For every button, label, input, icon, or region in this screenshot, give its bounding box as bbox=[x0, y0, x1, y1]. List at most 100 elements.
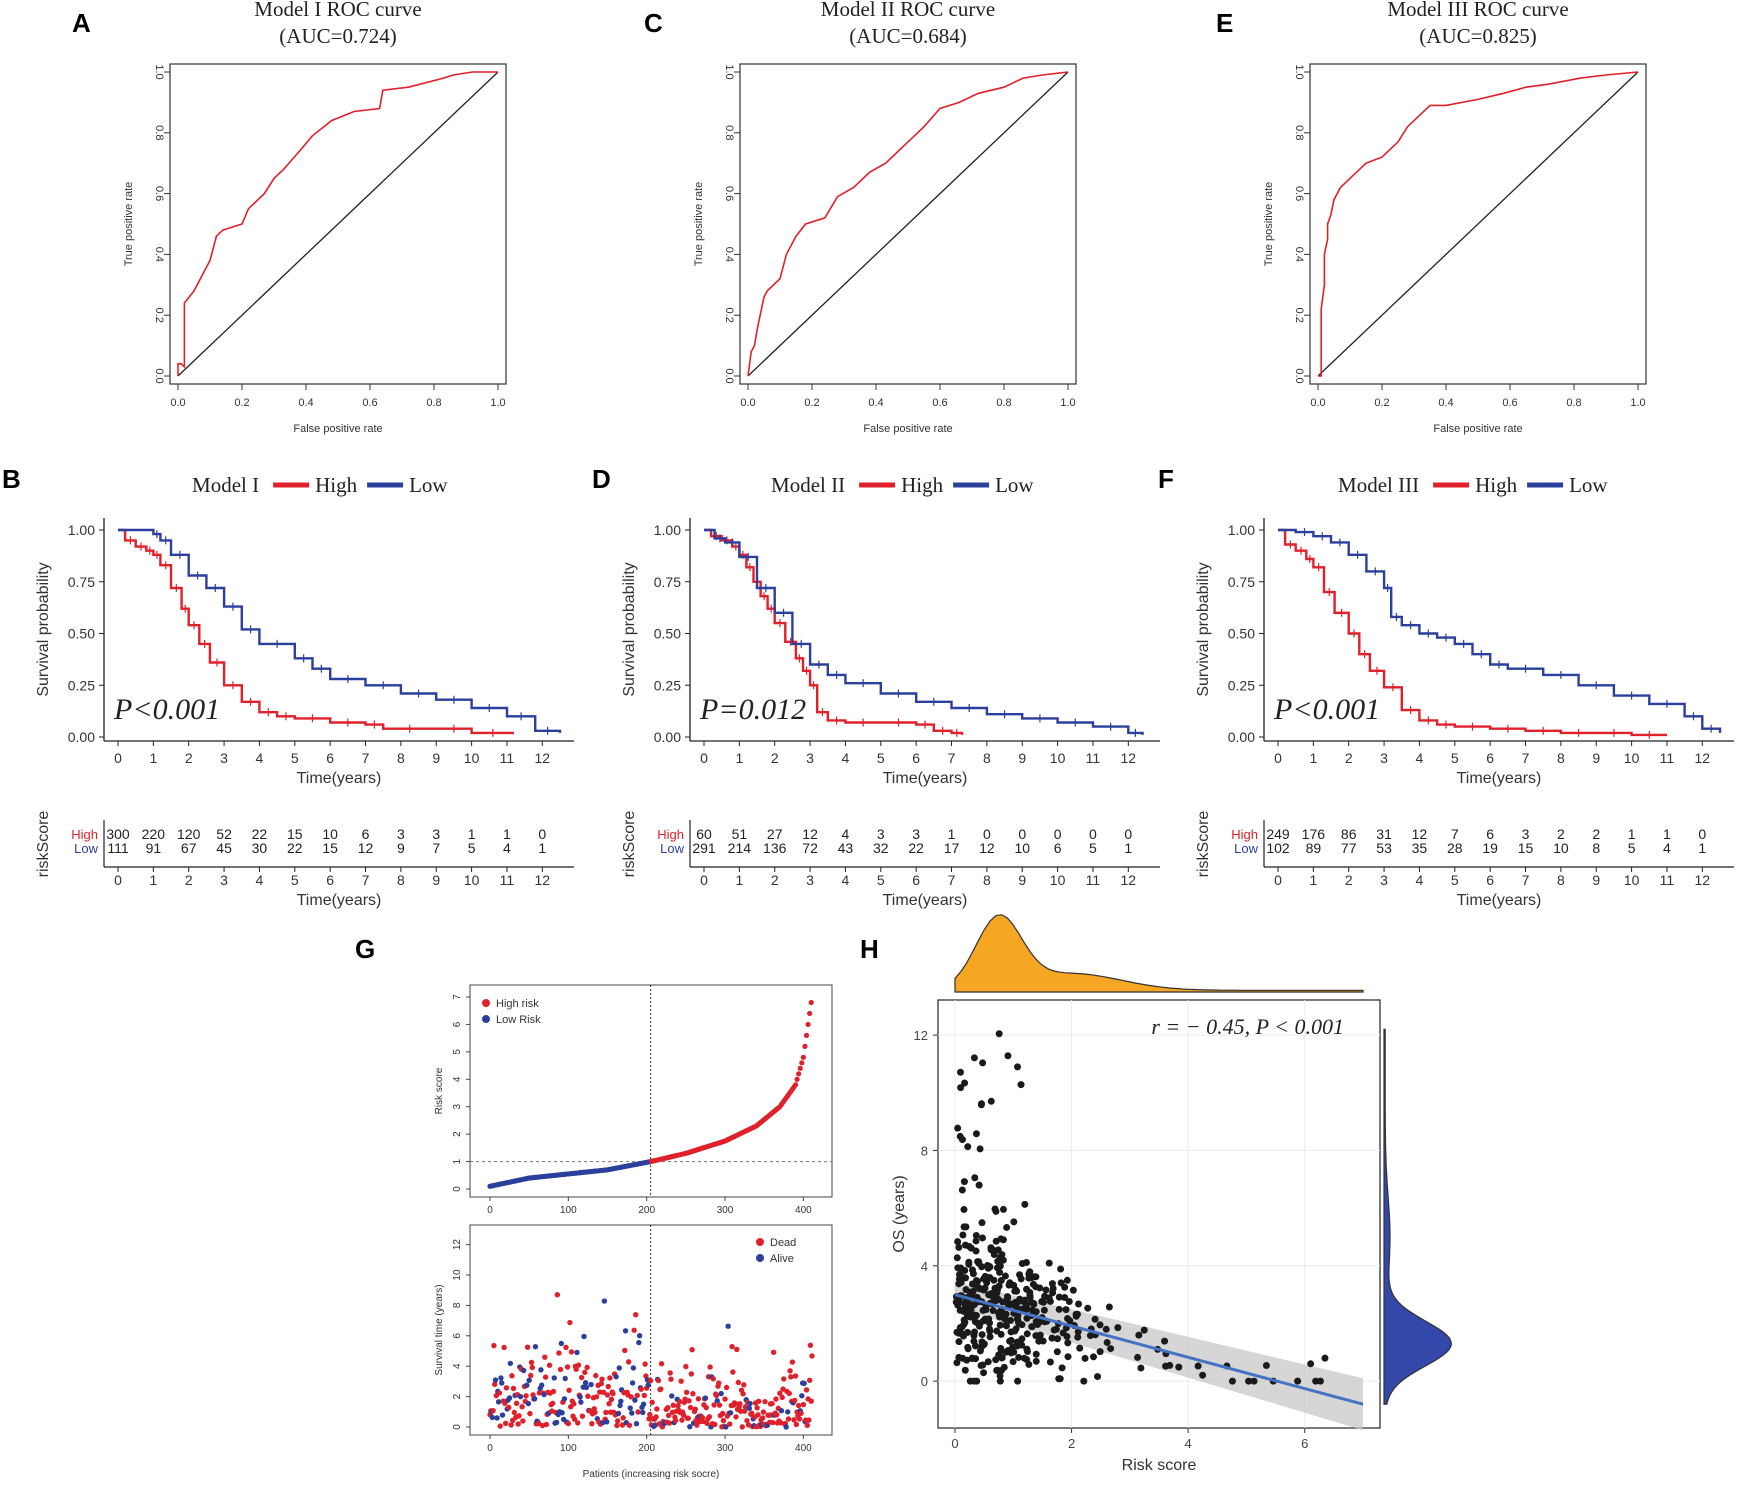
dead-point bbox=[593, 1394, 600, 1400]
risk-x-tick-label: 2 bbox=[771, 872, 779, 888]
legend-label-high: High bbox=[901, 473, 944, 497]
legend-dot-low-risk bbox=[482, 1015, 490, 1023]
p-value-annotation: P=0.012 bbox=[699, 693, 806, 726]
dead-point bbox=[740, 1391, 746, 1397]
correlation-panel-h: 0 2 4 6 0 4 8 12 Risk score OS (years) r = − 0.45,… bbox=[891, 914, 1453, 1474]
x-tick-label: 10 bbox=[1624, 750, 1640, 766]
risk-x-tick-label: 10 bbox=[1624, 872, 1640, 888]
data-point bbox=[1036, 1284, 1044, 1292]
x-tick-label: 4 bbox=[1185, 1436, 1192, 1451]
data-point bbox=[962, 1223, 970, 1231]
data-point bbox=[1096, 1348, 1104, 1356]
data-point bbox=[1080, 1377, 1088, 1385]
data-point bbox=[1057, 1265, 1065, 1273]
risk-count: 1 bbox=[948, 826, 956, 842]
dead-point bbox=[710, 1376, 716, 1382]
data-point bbox=[1135, 1331, 1143, 1339]
dead-point bbox=[788, 1374, 794, 1380]
x-tick-label: 0.0 bbox=[1310, 397, 1325, 409]
dead-point bbox=[719, 1410, 726, 1417]
risk-x-tick-label: 11 bbox=[500, 872, 515, 888]
alive-point bbox=[494, 1415, 500, 1421]
dead-point bbox=[786, 1390, 792, 1397]
y-tick-label: 0.8 bbox=[1293, 125, 1305, 140]
alive-point bbox=[499, 1380, 505, 1386]
risk-group-low: Low bbox=[74, 841, 98, 856]
alive-point bbox=[532, 1343, 539, 1350]
dead-point bbox=[529, 1364, 536, 1371]
data-point bbox=[1025, 1274, 1033, 1282]
dead-point bbox=[658, 1361, 665, 1367]
x-tick-label: 6 bbox=[1301, 1436, 1308, 1451]
risk-x-tick-label: 4 bbox=[842, 872, 850, 888]
alive-point bbox=[640, 1409, 646, 1416]
dead-point bbox=[596, 1389, 603, 1395]
dead-point bbox=[606, 1400, 612, 1407]
x-tick-label: 1.0 bbox=[1630, 397, 1645, 409]
legend-title: Model I bbox=[192, 473, 259, 497]
data-point bbox=[1250, 1377, 1258, 1385]
alive-point bbox=[588, 1381, 594, 1388]
data-point bbox=[960, 1307, 968, 1315]
data-point bbox=[1073, 1310, 1081, 1318]
dead-point bbox=[735, 1379, 742, 1386]
y-axis-label: True positive rate bbox=[123, 182, 135, 267]
risk-count: 28 bbox=[1447, 840, 1463, 856]
risk-x-tick-label: 3 bbox=[220, 872, 228, 888]
dead-point bbox=[654, 1406, 660, 1412]
risk-x-tick-label: 10 bbox=[464, 872, 480, 888]
data-point bbox=[1055, 1293, 1063, 1301]
alive-point bbox=[725, 1323, 731, 1329]
plot-frame bbox=[169, 63, 507, 385]
dead-point bbox=[603, 1409, 609, 1416]
data-point bbox=[1166, 1361, 1174, 1369]
risk-count: 22 bbox=[252, 826, 268, 842]
x-tick-label: 11 bbox=[1086, 750, 1101, 766]
data-point bbox=[1065, 1297, 1073, 1305]
x-tick-label: 400 bbox=[795, 1205, 812, 1216]
data-point bbox=[965, 1311, 973, 1319]
dead-point bbox=[670, 1402, 677, 1408]
dead-point bbox=[568, 1349, 575, 1355]
risk-x-tick-label: 1 bbox=[1309, 872, 1317, 888]
legend-label-low: Low bbox=[409, 473, 448, 497]
data-point bbox=[979, 1059, 987, 1067]
data-point bbox=[997, 1277, 1005, 1285]
data-point bbox=[989, 1306, 997, 1314]
dead-point bbox=[642, 1361, 648, 1367]
risk-count: 67 bbox=[181, 840, 197, 856]
alive-point bbox=[645, 1382, 651, 1388]
alive-point bbox=[574, 1349, 580, 1356]
data-point bbox=[955, 1353, 963, 1361]
dead-point bbox=[737, 1401, 743, 1407]
dead-point bbox=[732, 1400, 738, 1407]
x-tick-label: 0.2 bbox=[1374, 397, 1389, 409]
risk-count: 0 bbox=[1054, 826, 1062, 842]
data-point bbox=[1015, 1353, 1023, 1361]
data-point bbox=[1064, 1353, 1072, 1361]
y-tick-label: 0.75 bbox=[654, 574, 681, 590]
risk-x-tick-label: 10 bbox=[1050, 872, 1066, 888]
dead-point bbox=[556, 1350, 562, 1356]
data-point bbox=[1057, 1279, 1065, 1287]
dead-point bbox=[573, 1366, 579, 1372]
dead-point bbox=[600, 1389, 607, 1395]
x-tick-label: 100 bbox=[560, 1205, 577, 1216]
roc-auc-subtitle: (AUC=0.684) bbox=[849, 24, 966, 48]
alive-point bbox=[801, 1380, 807, 1387]
dead-point bbox=[760, 1409, 767, 1415]
risk-group-high: High bbox=[71, 827, 98, 842]
roc-title: Model III ROC curve bbox=[1387, 0, 1568, 21]
legend-title: Model II bbox=[771, 473, 845, 497]
risk-x-tick-label: 3 bbox=[1380, 872, 1388, 888]
dead-point bbox=[777, 1390, 783, 1397]
dead-point bbox=[741, 1408, 748, 1414]
data-point bbox=[1094, 1373, 1102, 1381]
dead-point bbox=[806, 1417, 812, 1423]
x-tick-label: 10 bbox=[1050, 750, 1066, 766]
risk-x-tick-label: 2 bbox=[1345, 872, 1353, 888]
panel-label-f: F bbox=[1158, 464, 1174, 494]
x-tick-label: 200 bbox=[638, 1205, 655, 1216]
alive-point bbox=[558, 1340, 564, 1347]
